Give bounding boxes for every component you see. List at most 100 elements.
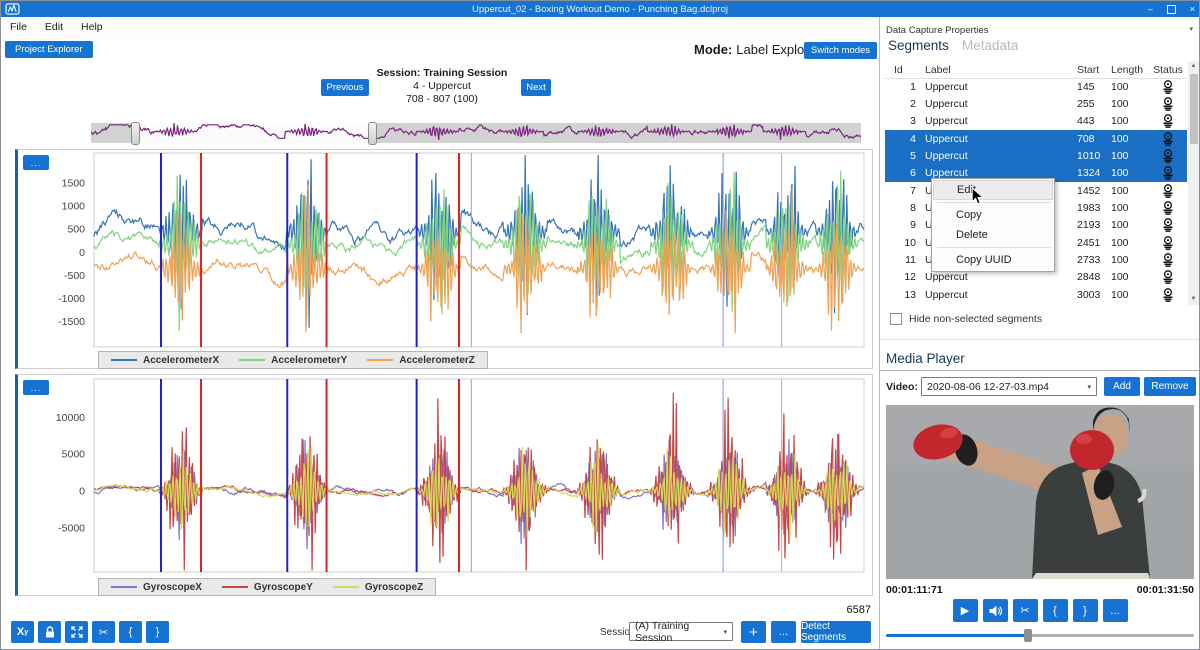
accelerometer-chart-panel: 1500 1000 500 0 -500 -1000 -1500 ... Accelerom… [15,149,873,369]
table-row[interactable]: 4 Uppercut 708 100 [885,130,1187,148]
context-menu-item-copy-uuid[interactable]: Copy UUID [956,254,1012,266]
volume-button[interactable] [982,599,1008,622]
table-row[interactable]: 5 Uppercut 1010 100 [885,147,1187,165]
chart-options-button[interactable]: ... [23,380,49,395]
menu-item-edit[interactable]: Edit [44,21,64,33]
segments-scrollbar[interactable]: ▲ ▼ [1188,61,1199,305]
previous-button[interactable]: Previous [321,79,369,96]
svg-text:0: 0 [79,247,85,259]
scissors-icon: ✂ [1020,605,1030,617]
more-options-button[interactable]: ... [771,621,796,643]
speaker-icon [989,605,1002,616]
video-status-icon [1163,114,1173,129]
segment-start-button[interactable]: { [119,621,142,643]
seek-thumb[interactable] [1023,629,1032,642]
context-menu-item-edit[interactable]: Edit [933,180,1053,200]
video-status-icon [1163,149,1173,163]
video-status-icon [1163,270,1173,285]
table-row[interactable]: 13 Uppercut 3003 100 [885,286,1187,303]
chart-options-button[interactable]: ... [23,155,49,170]
hide-non-selected-label: Hide non-selected segments [909,313,1043,325]
session-info: Session: Training Session 4 - Uppercut 7… [367,67,517,106]
next-button[interactable]: Next [521,79,551,96]
detect-segments-button[interactable]: Detect Segments [801,621,871,643]
mouse-cursor [971,187,984,205]
range-handle-left[interactable] [131,122,141,145]
segment-end-button[interactable]: } [146,621,169,643]
expand-button[interactable] [65,621,88,643]
table-row[interactable]: 6 Uppercut 1324 100 [885,164,1187,183]
media-player-title: Media Player [886,351,965,366]
context-menu-item-copy[interactable]: Copy [956,209,982,221]
table-row[interactable]: 1 Uppercut 145 100 [885,78,1187,95]
data-capture-properties-panel: Data Capture Properties ▾ Segments Metad… [879,17,1199,649]
video-status-icon [1163,79,1173,94]
tab-metadata[interactable]: Metadata [962,38,1019,53]
seek-fill [886,634,1028,637]
legend-item: AccelerometerZ [367,355,475,366]
scrollbar-thumb[interactable] [1189,74,1198,144]
session-info-line1: Session: Training Session [376,67,508,79]
legend-item: GyroscopeY [221,582,313,593]
menu-separator [937,202,1051,203]
video-select[interactable]: 2020-08-06 12-27-03.mp4 ▾ [921,377,1097,396]
expand-icon [70,626,83,638]
close-button[interactable]: × [1189,4,1195,14]
remove-video-button[interactable]: Remove [1144,377,1196,396]
mode-value: Label Explorer [736,42,821,57]
segment-context-menu: Edit Copy Delete Copy UUID [931,178,1055,272]
video-status-icon [1163,201,1173,215]
video-status-icon [1163,235,1173,250]
play-button[interactable]: ▶ [952,599,978,622]
cut-segment-button[interactable]: ✂ [92,621,115,643]
add-segment-button[interactable]: + [741,621,766,643]
scroll-up-icon[interactable]: ▲ [1190,63,1197,69]
hide-non-selected-checkbox[interactable] [890,313,902,325]
overview-strip[interactable] [90,122,862,145]
svg-text:-1500: -1500 [58,316,85,328]
context-menu-item-delete[interactable]: Delete [956,229,988,241]
restore-button[interactable] [1166,4,1176,14]
menu-separator [937,247,1051,248]
open-brace-icon: { [1053,604,1057,617]
seek-track[interactable] [886,634,1194,637]
scroll-down-icon[interactable]: ▼ [1190,296,1197,302]
table-row[interactable]: 2 Uppercut 255 100 [885,95,1187,112]
video-seek-bar[interactable] [886,629,1194,642]
segments-table-header: Id Label Start Length Status [885,61,1187,79]
svg-text:-1000: -1000 [58,293,85,305]
add-video-button[interactable]: Add [1104,377,1140,396]
menu-item-help[interactable]: Help [81,21,103,33]
session-select-label: Session: [600,627,639,638]
switch-modes-button[interactable]: Switch modes [804,42,877,59]
lock-button[interactable] [38,621,61,643]
mark-end-button[interactable]: } [1072,599,1098,622]
player-more-button[interactable]: ... [1102,599,1128,622]
table-row[interactable]: 12 Uppercut 2848 100 [885,269,1187,286]
lock-icon [45,626,54,638]
video-label: Video: [886,381,918,393]
trim-video-button[interactable]: ✂ [1012,599,1038,622]
panel-divider [880,339,1199,340]
collapse-caret-icon[interactable]: ▾ [1189,26,1193,33]
sample-count: 6587 [846,604,871,616]
project-explorer-button[interactable]: Project Explorer [5,41,93,58]
boxer-video-still [886,405,1194,579]
scissors-icon: ✂ [98,626,109,639]
range-handle-right[interactable] [368,122,378,145]
legend-item: GyroscopeZ [332,582,423,593]
svg-text:10000: 10000 [56,412,85,424]
video-status-icon [1163,183,1173,198]
minimize-button[interactable]: – [1147,4,1153,14]
session-select[interactable]: (A) Training Session ▾ [629,620,733,644]
tab-segments[interactable]: Segments [888,38,949,53]
table-row[interactable]: 3 Uppercut 443 100 [885,113,1187,130]
menu-item-file[interactable]: File [10,21,27,33]
time-row: 00:01:11:71 00:01:31:50 [886,584,1194,596]
mark-start-button[interactable]: { [1042,599,1068,622]
hide-non-selected-row: Hide non-selected segments [890,313,1042,325]
svg-text:5000: 5000 [62,449,86,461]
video-frame [886,405,1194,579]
